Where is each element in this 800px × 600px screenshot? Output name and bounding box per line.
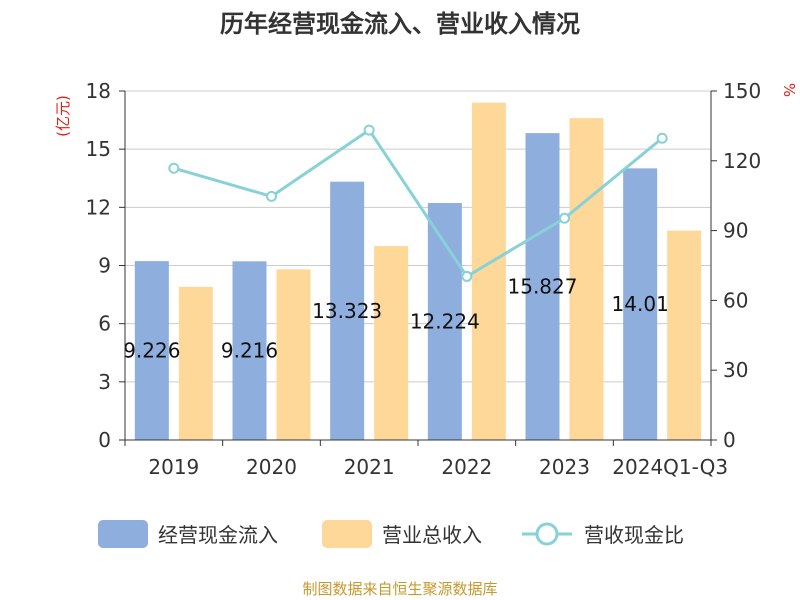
data-source: 制图数据来自恒生聚源数据库 (302, 580, 497, 598)
x-tick-label-2021: 2021 (344, 455, 395, 479)
point-ratio-2021 (363, 124, 375, 136)
bar-label-cash-inflow-2024Q1-Q3: 14.01 (612, 292, 669, 316)
bar-cash-inflow-2021 (330, 181, 365, 441)
line-ratio (173, 127, 664, 279)
point-ratio-2022 (461, 270, 473, 282)
right-tick-label-120: 120 (723, 149, 761, 173)
x-tick-label-2024Q1-Q3: 2024Q1-Q3 (612, 455, 728, 479)
left-tick-label-18: 18 (86, 79, 111, 103)
x-tick-label-2023: 2023 (539, 455, 590, 479)
left-tick-label-0: 0 (98, 428, 111, 452)
legend-swatch-cash-inflow (98, 520, 148, 548)
bar-revenue-2020 (276, 269, 311, 440)
chart-title: 历年经营现金流入、营业收入情况 (220, 10, 580, 38)
legend-label-revenue: 营业总收入 (382, 523, 482, 547)
legend-label-cash-inflow: 经营现金流入 (158, 523, 278, 547)
bar-label-cash-inflow-2023: 15.827 (508, 275, 578, 299)
left-axis-ticks: 0 3 6 9 12 15 18 (86, 79, 125, 452)
bar-revenue-2023 (569, 118, 604, 441)
left-tick-label-6: 6 (98, 312, 111, 336)
x-tick-label-2022: 2022 (441, 455, 492, 479)
bar-labels: 9.226 9.216 13.323 12.224 15.827 14.01 (123, 275, 669, 363)
grid-lines (125, 90, 711, 383)
left-tick-label-9: 9 (98, 254, 111, 278)
bar-cash-inflow-2019 (134, 261, 169, 440)
bar-label-cash-inflow-2021: 13.323 (312, 299, 382, 323)
right-axis-label: % (780, 83, 798, 97)
point-ratio-2024Q1-Q3 (656, 132, 668, 144)
right-axis-ticks: 0 30 60 90 120 150 (711, 79, 761, 452)
bar-label-cash-inflow-2020: 9.216 (221, 339, 278, 363)
right-tick-label-150: 150 (723, 79, 761, 103)
right-tick-label-60: 60 (723, 288, 748, 312)
bar-revenue-2019 (178, 286, 213, 440)
bar-cash-inflow-2024Q1-Q3 (623, 168, 658, 440)
right-tick-label-90: 90 (723, 219, 748, 243)
point-ratio-2023 (559, 212, 570, 224)
x-axis-ticks: 2019 2020 2021 2022 2023 2024Q1-Q3 (124, 440, 728, 479)
bar-cash-inflow-2023 (525, 133, 560, 440)
line-series (168, 124, 668, 282)
right-tick-label-30: 30 (723, 358, 748, 382)
bar-cash-inflow-2020 (232, 261, 267, 440)
point-ratio-2020 (266, 190, 277, 202)
bar-label-cash-inflow-2022: 12.224 (410, 309, 480, 333)
bar-revenue-2021 (374, 246, 409, 440)
bar-revenue-2024Q1-Q3 (667, 230, 702, 440)
bars (134, 102, 702, 441)
left-tick-label-15: 15 (86, 137, 111, 161)
legend-swatch-revenue (322, 520, 372, 548)
legend-marker-ratio (535, 522, 559, 546)
legend: 经营现金流入 营业总收入 营收现金比 (98, 520, 684, 548)
legend-label-ratio: 营收现金比 (584, 523, 684, 547)
point-ratio-2019 (168, 162, 180, 174)
x-tick-label-2019: 2019 (148, 455, 199, 479)
left-tick-label-12: 12 (86, 195, 111, 219)
x-tick-label-2020: 2020 (246, 455, 297, 479)
left-tick-label-3: 3 (98, 370, 111, 394)
right-tick-label-0: 0 (723, 428, 736, 452)
left-axis-label: (亿元) (54, 95, 72, 137)
bar-label-cash-inflow-2019: 9.226 (123, 339, 180, 363)
